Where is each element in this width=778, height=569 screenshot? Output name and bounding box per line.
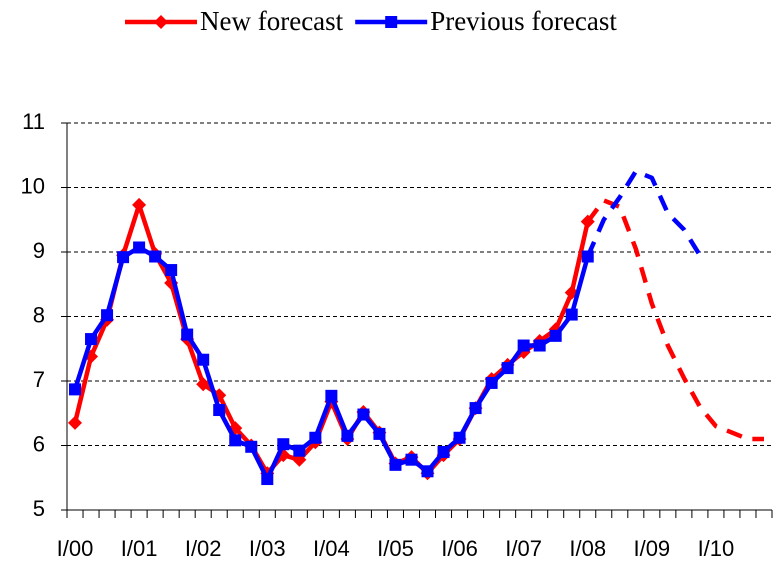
x-tick-label: I/00 [57, 536, 94, 561]
marker [245, 440, 258, 453]
marker [213, 404, 226, 417]
marker [549, 329, 562, 342]
x-tick-label: I/04 [313, 536, 350, 561]
marker [309, 431, 322, 444]
marker [405, 453, 418, 466]
x-tick-label: I/01 [121, 536, 158, 561]
marker [68, 415, 83, 430]
marker [341, 429, 354, 442]
marker [149, 250, 162, 263]
marker [69, 383, 82, 396]
marker [565, 308, 578, 321]
y-tick-label: 5 [33, 496, 45, 521]
marker [181, 328, 194, 341]
marker [132, 197, 147, 212]
x-tick-label: I/09 [633, 536, 670, 561]
marker [293, 444, 306, 457]
marker [501, 362, 514, 375]
marker [101, 309, 114, 322]
marker [165, 264, 178, 277]
marker [373, 427, 386, 440]
marker [437, 445, 450, 458]
y-tick-label: 6 [33, 431, 45, 456]
y-tick-label: 10 [21, 173, 45, 198]
marker [581, 250, 594, 263]
x-tick-label: I/03 [249, 536, 286, 561]
x-tick-label: I/08 [569, 536, 606, 561]
marker [469, 402, 482, 415]
marker [325, 389, 338, 402]
x-tick-label: I/02 [185, 536, 222, 561]
marker [421, 465, 434, 478]
marker [580, 214, 595, 229]
marker [533, 339, 546, 352]
y-tick-label: 9 [33, 238, 45, 263]
series-dashed-line [585, 169, 702, 258]
series-dashed-line [585, 198, 764, 442]
x-tick-label: I/10 [698, 536, 735, 561]
marker [517, 339, 530, 352]
legend-marker [154, 15, 168, 29]
marker [197, 353, 210, 366]
y-tick-label: 11 [22, 109, 45, 134]
marker [117, 251, 130, 264]
marker [277, 438, 290, 451]
marker [133, 241, 146, 254]
series-line [72, 202, 590, 476]
marker [229, 434, 242, 447]
marker [357, 408, 370, 421]
legend-marker [385, 16, 398, 28]
legend-label: Previous forecast [430, 6, 617, 36]
marker [485, 376, 498, 389]
marker [453, 431, 466, 444]
y-tick-label: 8 [33, 302, 45, 327]
marker [261, 473, 274, 486]
x-tick-label: I/07 [505, 536, 542, 561]
x-tick-label: I/06 [441, 536, 478, 561]
legend-label: New forecast [200, 6, 344, 36]
marker [389, 458, 402, 471]
marker [196, 377, 211, 392]
x-tick-label: I/05 [377, 536, 414, 561]
y-tick-label: 7 [33, 367, 45, 392]
marker [85, 333, 98, 346]
